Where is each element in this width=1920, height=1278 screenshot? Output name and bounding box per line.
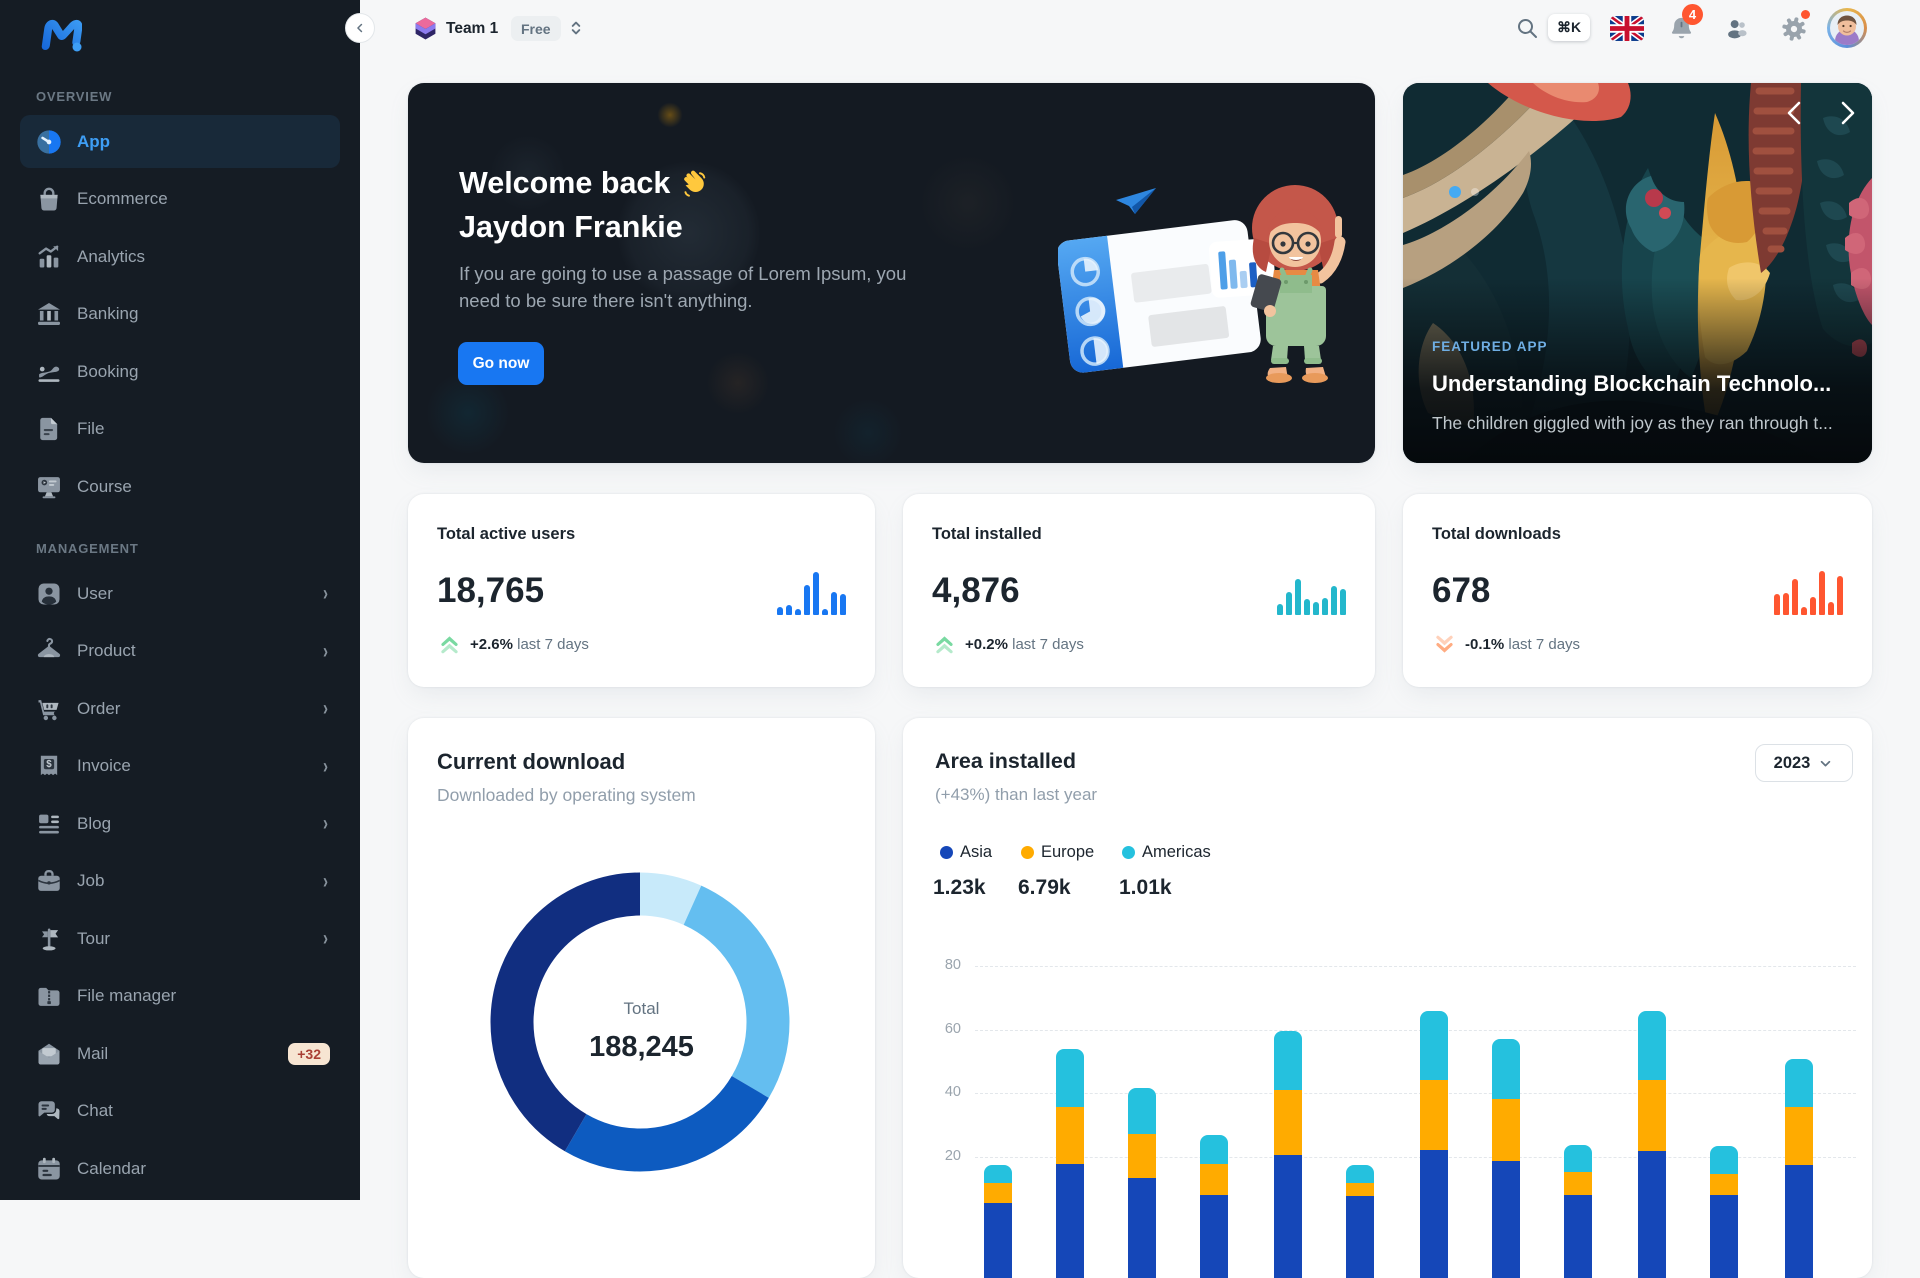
svg-text:$: $ [46, 759, 52, 770]
